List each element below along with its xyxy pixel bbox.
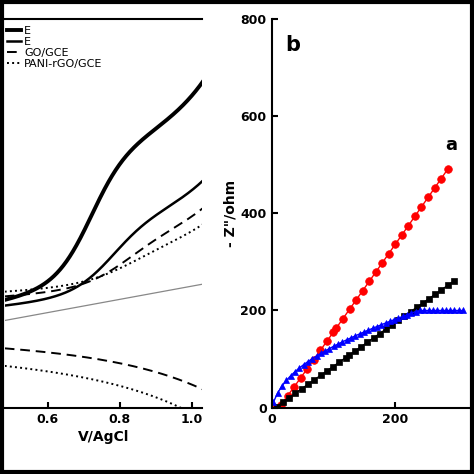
X-axis label: V/AgCl: V/AgCl (78, 429, 129, 444)
Text: a: a (446, 136, 457, 154)
Y-axis label: - Z"/ohm: - Z"/ohm (224, 180, 237, 247)
Text: b: b (285, 35, 301, 55)
Legend: E, E, GO/GCE, PANI-rGO/GCE: E, E, GO/GCE, PANI-rGO/GCE (6, 25, 104, 70)
